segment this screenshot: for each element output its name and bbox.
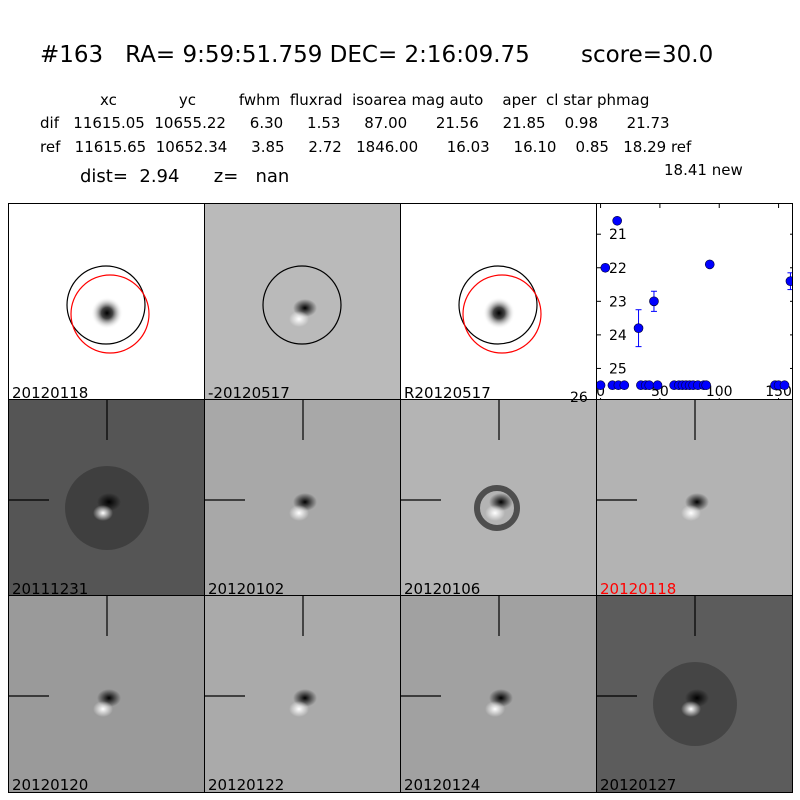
data-point [649,296,659,307]
star-core [483,297,515,329]
candidate-title: #163 RA= 9:59:51.759 DEC= 2:16:09.75 sco… [40,42,714,68]
stamp-image [597,596,737,746]
ref-aperture-circle [462,274,542,354]
stamp-image [66,265,150,354]
aperture-circle [66,265,146,345]
stamp-image [9,400,149,550]
data-point [701,380,711,391]
stamp-image [262,265,342,345]
y-tick-label: 21 [609,227,627,243]
stamp-ref-new: R20120517 [400,203,597,401]
new-mag-label: 18.41 new [664,161,743,179]
y-tick-label: 24 [609,328,627,344]
data-point [785,276,792,286]
positive-lobe [681,505,701,521]
star-core [91,297,123,329]
y-tick-label: 22 [609,261,627,277]
ref-aperture-circle [70,274,150,354]
stamp-image [205,596,317,717]
data-point [612,215,622,226]
stamp-image [401,400,520,531]
stamp-image [458,265,542,354]
y-tick-label: 25 [609,361,627,377]
measurement-columns: xc yc fwhm fluxrad isoarea mag auto aper… [100,91,650,109]
stamp-label: 20120124 [404,776,481,793]
stamp-label: 20120122 [208,776,285,793]
stamp-image [9,596,121,717]
positive-lobe [485,505,505,521]
positive-lobe [93,701,113,717]
stamp-label: 20120120 [12,776,89,793]
stamp-label: 20120102 [208,580,285,597]
x-tick-label: 0 [597,384,605,400]
stamp-diff-main: -20120517 [204,203,401,401]
positive-lobe [289,311,309,327]
stamp-image [205,400,317,521]
data-point [652,380,663,391]
stamp-image [401,596,513,717]
stamp-epoch-4: 20120118 [596,399,793,597]
stamp-label: R20120517 [404,384,491,401]
positive-lobe [289,505,309,521]
lightcurve-svg: 2122232425050100150 [597,204,792,400]
data-point [633,323,644,333]
stamp-epoch-1: 20111231 [8,399,205,597]
y-tick-label: 23 [609,294,627,310]
positive-lobe [289,701,309,717]
stamp-label: 20120118 [12,384,89,401]
stamp-image [597,400,709,521]
data-point [597,380,606,391]
data-point [704,259,715,270]
data-point [779,380,790,391]
dif-row: dif 11615.05 10655.22 6.30 1.53 87.00 21… [40,114,670,132]
stamp-label: 20120118 [600,580,677,597]
lightcurve-plot: 2122232425050100150 [596,203,793,401]
aperture-circle [458,265,538,345]
subtraction-ring [474,485,520,531]
dist-line: dist= 2.94 z= nan [80,166,290,187]
ref-row: ref 11615.65 10652.34 3.85 2.72 1846.00 … [40,138,692,156]
stamp-epoch-6: 20120122 [204,595,401,793]
stamp-label: 20120127 [600,776,677,793]
stamp-epoch-7: 20120124 [400,595,597,793]
aperture-circle [262,265,342,345]
data-point [600,262,611,273]
stamp-epoch-5: 20120120 [8,595,205,793]
stamp-label: -20120517 [208,384,290,401]
positive-lobe [681,701,701,717]
stamp-label: 20120106 [404,580,481,597]
stamp-epoch-2: 20120102 [204,399,401,597]
positive-lobe [485,701,505,717]
stamp-label: 20111231 [12,580,89,597]
stamp-epoch-3: 20120106 [400,399,597,597]
data-point [619,380,630,391]
positive-lobe [93,505,113,521]
x-tick-label: 100 [706,384,733,400]
data-point [644,380,655,391]
stamp-ref-main: 20120118 [8,203,205,401]
y-tick-label: 26 [570,390,588,406]
stamp-epoch-8: 20120127 [596,595,793,793]
